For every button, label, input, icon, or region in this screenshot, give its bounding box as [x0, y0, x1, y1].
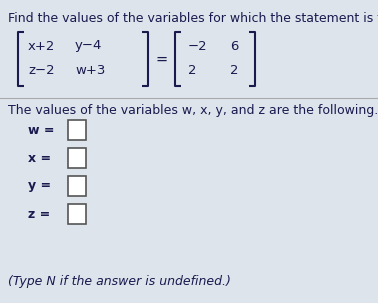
- Text: Find the values of the variables for which the statement is true,: Find the values of the variables for whi…: [8, 12, 378, 25]
- Text: (Type N if the answer is undefined.): (Type N if the answer is undefined.): [8, 275, 231, 288]
- Text: w+3: w+3: [75, 65, 105, 78]
- Text: −2: −2: [188, 39, 208, 52]
- Text: 2: 2: [188, 65, 197, 78]
- Bar: [68, 176, 86, 196]
- Text: y−4: y−4: [75, 39, 102, 52]
- Text: z−2: z−2: [28, 65, 55, 78]
- Text: x =: x =: [28, 152, 51, 165]
- Bar: [68, 120, 86, 140]
- Bar: [68, 148, 86, 168]
- Text: x+2: x+2: [28, 39, 55, 52]
- Text: z =: z =: [28, 208, 50, 221]
- Text: The values of the variables w, x, y, and z are the following.: The values of the variables w, x, y, and…: [8, 104, 378, 117]
- Text: =: =: [156, 52, 168, 66]
- Text: 6: 6: [230, 39, 239, 52]
- Text: w =: w =: [28, 124, 54, 136]
- Text: y =: y =: [28, 179, 51, 192]
- Bar: [68, 204, 86, 224]
- Text: 2: 2: [230, 65, 239, 78]
